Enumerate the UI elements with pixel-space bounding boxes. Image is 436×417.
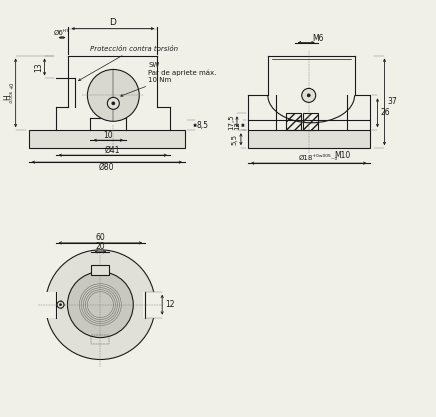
Bar: [303, 113, 318, 130]
Bar: [29, 130, 185, 148]
Text: 20: 20: [95, 242, 105, 251]
Text: 5,5: 5,5: [232, 134, 238, 145]
Text: 37: 37: [388, 97, 397, 106]
Bar: [248, 130, 370, 148]
Text: 12: 12: [165, 300, 175, 309]
Text: Ø80: Ø80: [99, 163, 115, 172]
Text: Ø18⁺⁰ʷ⁰⁰⁵₋₀: Ø18⁺⁰ʷ⁰⁰⁵₋₀: [299, 155, 338, 161]
Bar: [44, 292, 58, 318]
Text: H: H: [3, 94, 12, 100]
Circle shape: [45, 250, 155, 359]
Bar: [143, 292, 157, 318]
Circle shape: [302, 88, 316, 102]
Bar: [92, 265, 109, 275]
Bar: [286, 113, 301, 130]
Text: SW
Par de apriete máx.
10 Nm: SW Par de apriete máx. 10 Nm: [121, 62, 217, 96]
Text: 8,5: 8,5: [196, 121, 208, 130]
Text: Ø6ᴴ⁷: Ø6ᴴ⁷: [54, 30, 70, 36]
Text: Protección contra torsión: Protección contra torsión: [78, 45, 178, 80]
Circle shape: [87, 70, 139, 121]
Text: 17,5: 17,5: [228, 114, 234, 130]
Text: M6: M6: [313, 34, 324, 43]
Circle shape: [57, 301, 64, 308]
Text: +0: +0: [9, 81, 14, 88]
Circle shape: [59, 304, 61, 306]
Text: Ø41: Ø41: [105, 146, 121, 155]
Text: 60: 60: [95, 234, 105, 242]
Circle shape: [307, 94, 310, 97]
Text: M10: M10: [334, 151, 351, 160]
Text: -0,006: -0,006: [10, 90, 14, 103]
Bar: [92, 334, 109, 344]
Text: 12: 12: [234, 121, 240, 130]
Text: 26: 26: [381, 108, 390, 117]
Circle shape: [112, 102, 115, 105]
Circle shape: [107, 98, 119, 109]
Circle shape: [68, 272, 133, 338]
Text: D: D: [109, 18, 116, 27]
Text: 10: 10: [103, 131, 113, 140]
Text: 13: 13: [34, 62, 43, 72]
